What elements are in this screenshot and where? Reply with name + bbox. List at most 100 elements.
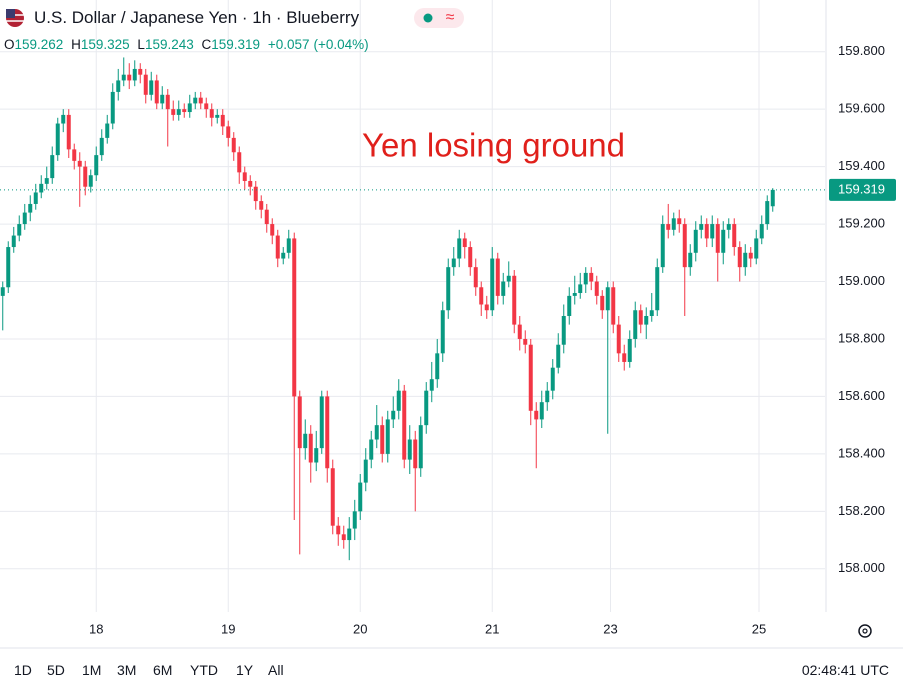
candle-body bbox=[704, 224, 709, 239]
candle-body bbox=[220, 114, 225, 127]
x-tick-label: 25 bbox=[752, 621, 766, 636]
x-tick-label: 20 bbox=[353, 621, 367, 636]
price-tag-label: 159.319 bbox=[838, 181, 885, 196]
candle-body bbox=[237, 152, 242, 173]
candle-body bbox=[259, 201, 264, 210]
candle-body bbox=[264, 209, 269, 225]
candle-body bbox=[226, 126, 231, 138]
candle-body bbox=[347, 528, 352, 541]
candle-body bbox=[484, 304, 489, 311]
candle-body bbox=[759, 224, 764, 239]
range-button[interactable]: All bbox=[268, 662, 284, 678]
candle-body bbox=[72, 149, 77, 161]
candle-body bbox=[501, 281, 506, 296]
candle-body bbox=[539, 402, 544, 420]
y-tick-label: 159.800 bbox=[838, 43, 885, 58]
clock: 02:48:41 UTC bbox=[801, 662, 889, 678]
candle-body bbox=[583, 272, 588, 285]
range-button[interactable]: 1M bbox=[82, 662, 102, 678]
candle-body bbox=[138, 68, 143, 75]
candle-body bbox=[358, 482, 363, 512]
candle-body bbox=[660, 224, 665, 268]
candle-body bbox=[253, 186, 258, 202]
candle-body bbox=[440, 310, 445, 354]
settings-icon[interactable] bbox=[858, 624, 872, 638]
candle-body bbox=[94, 155, 99, 176]
y-tick-label: 158.800 bbox=[838, 330, 885, 345]
ohlc-label: H bbox=[71, 37, 81, 52]
candle-body bbox=[193, 97, 198, 104]
candle-body bbox=[732, 224, 737, 248]
ohlc-legend: O159.262 H159.325 L159.243 C159.319 +0.0… bbox=[4, 37, 373, 52]
candle-body bbox=[297, 396, 302, 449]
candle-body bbox=[402, 390, 407, 460]
candle-body bbox=[391, 410, 396, 420]
candle-body bbox=[754, 238, 759, 259]
candle-body bbox=[0, 287, 5, 296]
status-pill[interactable] bbox=[414, 8, 464, 28]
candle-body bbox=[336, 525, 341, 535]
candle-body bbox=[171, 109, 176, 115]
candle-body bbox=[33, 192, 38, 204]
candle-body bbox=[154, 80, 159, 104]
candle-body bbox=[600, 295, 605, 311]
ohlc-label: O bbox=[4, 37, 15, 52]
candle-body bbox=[534, 410, 539, 420]
candle-body bbox=[308, 433, 313, 463]
candle-body bbox=[11, 235, 16, 248]
candle-body bbox=[143, 74, 148, 95]
candle-body bbox=[198, 97, 203, 104]
candle-body bbox=[611, 287, 616, 325]
candle-body bbox=[182, 109, 187, 113]
range-button[interactable]: 6M bbox=[153, 662, 173, 678]
candle-body bbox=[435, 353, 440, 380]
candle-body bbox=[655, 267, 660, 311]
candle-body bbox=[567, 295, 572, 316]
candle-body bbox=[248, 180, 253, 187]
candle-body bbox=[473, 267, 478, 288]
candle-body bbox=[352, 511, 357, 529]
candle-body bbox=[644, 315, 649, 325]
y-tick-label: 159.400 bbox=[838, 158, 885, 173]
candle-body bbox=[281, 252, 286, 259]
candle-body bbox=[17, 224, 22, 236]
candle-body bbox=[44, 178, 49, 184]
symbol-title[interactable]: U.S. Dollar / Japanese Yen · 1h · Bluebe… bbox=[34, 8, 360, 27]
candle-body bbox=[671, 218, 676, 230]
candle-body bbox=[627, 338, 632, 362]
candle-body bbox=[330, 468, 335, 526]
candle-body bbox=[523, 338, 528, 345]
candle-body bbox=[545, 390, 550, 403]
candle-body bbox=[479, 287, 484, 305]
candle-body bbox=[6, 247, 11, 288]
x-tick-label: 21 bbox=[485, 621, 499, 636]
candle-body bbox=[204, 103, 209, 110]
candle-body bbox=[550, 367, 555, 391]
candle-body bbox=[176, 109, 181, 115]
range-button[interactable]: 5D bbox=[47, 662, 65, 678]
settings-icon-core bbox=[862, 628, 868, 634]
candle-body bbox=[726, 224, 731, 230]
candle-body bbox=[132, 68, 137, 81]
candle-body bbox=[512, 275, 517, 325]
candle-body bbox=[715, 224, 720, 253]
candle-body bbox=[556, 344, 561, 368]
status-icon: ≈ bbox=[446, 9, 455, 26]
candle-body bbox=[710, 224, 715, 239]
candle-body bbox=[363, 459, 368, 483]
y-tick-label: 159.600 bbox=[838, 101, 885, 116]
range-button[interactable]: YTD bbox=[190, 662, 218, 678]
range-button[interactable]: 3M bbox=[117, 662, 137, 678]
range-button[interactable]: 1D bbox=[14, 662, 32, 678]
candle-body bbox=[275, 235, 280, 259]
candle-body bbox=[187, 103, 192, 113]
candle-body bbox=[39, 183, 44, 193]
range-button[interactable]: 1Y bbox=[236, 662, 254, 678]
flag-canton bbox=[6, 9, 15, 18]
candle-body bbox=[688, 252, 693, 268]
candle-body bbox=[616, 324, 621, 354]
candle-body bbox=[88, 175, 93, 187]
candle-body bbox=[165, 94, 170, 110]
candle-body bbox=[303, 433, 308, 449]
candle-body bbox=[517, 324, 522, 339]
